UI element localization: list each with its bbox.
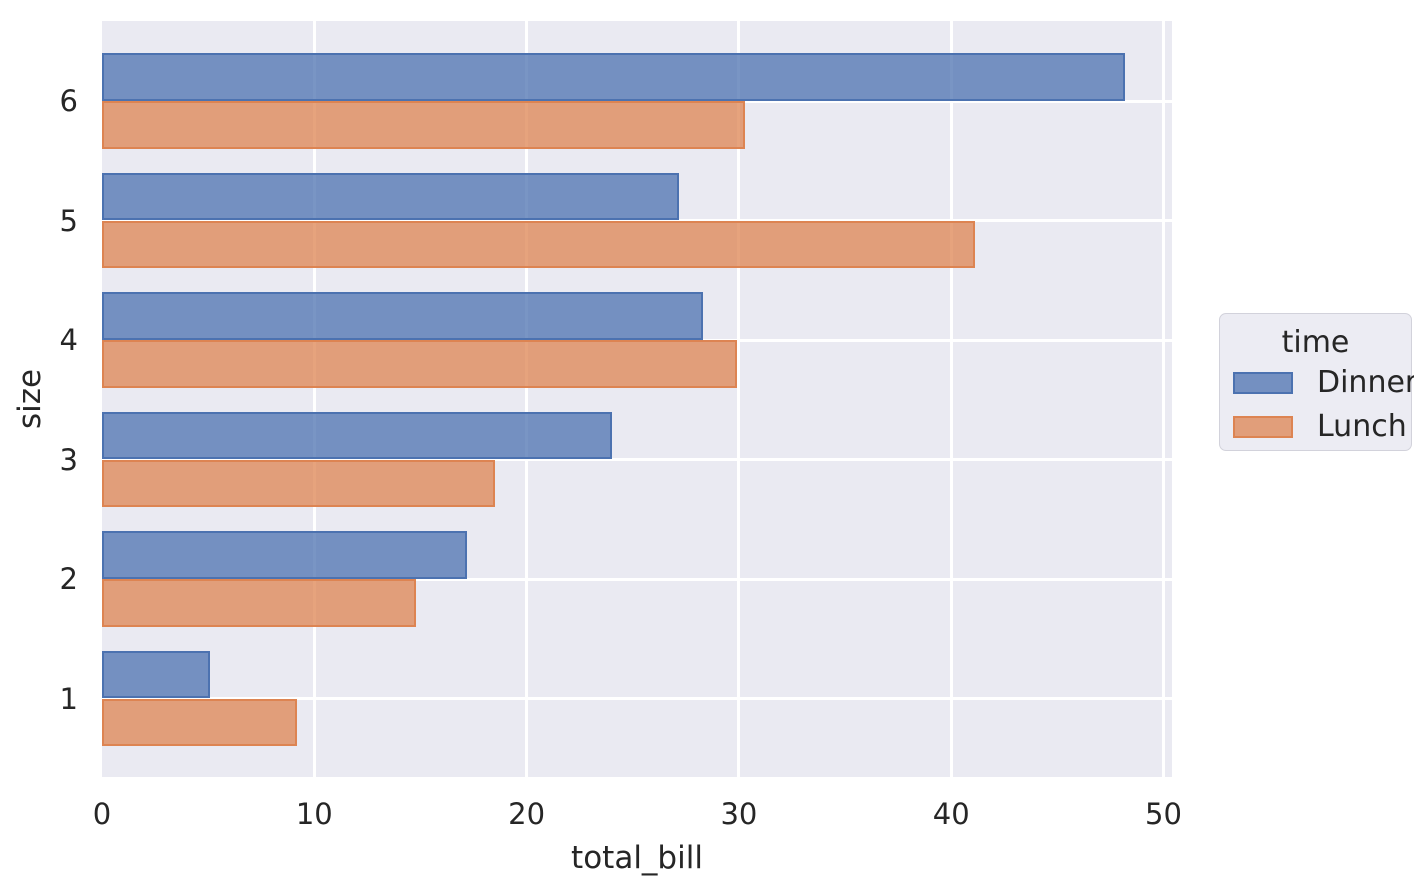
bar-dinner-size-1	[102, 650, 211, 699]
x-tick-label: 30	[720, 797, 758, 831]
x-tick-label: 0	[92, 797, 112, 831]
x-tick-label: 40	[932, 797, 970, 831]
gridline-horizontal	[102, 458, 1172, 461]
gridline-vertical	[737, 21, 741, 777]
x-tick-label: 20	[508, 797, 546, 831]
gridline-vertical	[1162, 21, 1165, 777]
legend-label-lunch: Lunch	[1317, 409, 1407, 444]
bar-lunch-size-5	[102, 220, 975, 269]
bar-dinner-size-6	[102, 53, 1126, 101]
legend-title: time	[1281, 325, 1350, 360]
bar-lunch-size-6	[102, 101, 746, 149]
legend-label-dinner: Dinner	[1317, 365, 1414, 400]
gridline-horizontal	[102, 697, 1172, 700]
bar-lunch-size-3	[102, 459, 495, 508]
x-tick-label: 10	[295, 797, 333, 831]
bar-lunch-size-1	[102, 698, 298, 747]
bar-dinner-size-3	[102, 411, 612, 460]
legend-swatch-dinner	[1233, 372, 1293, 394]
plot-area	[102, 21, 1172, 777]
y-tick-label: 4	[59, 323, 78, 357]
y-tick-label: 6	[59, 84, 78, 118]
x-axis-label: total_bill	[571, 840, 703, 876]
legend: time Dinner Lunch	[1219, 313, 1414, 451]
y-tick-label: 1	[59, 681, 78, 716]
gridline-vertical	[312, 21, 316, 777]
bar-lunch-size-2	[102, 579, 417, 627]
gridline-horizontal	[102, 577, 1172, 581]
bar-lunch-size-4	[102, 340, 737, 388]
y-tick-label: 3	[59, 442, 78, 477]
gridline-vertical	[525, 21, 529, 777]
y-tick-label: 2	[59, 562, 78, 596]
bar-dinner-size-2	[102, 531, 468, 579]
y-axis-label: size	[12, 368, 48, 430]
gridline-vertical	[949, 21, 953, 777]
bar-dinner-size-4	[102, 292, 703, 340]
legend-swatch-lunch	[1233, 416, 1293, 438]
bar-dinner-size-5	[102, 172, 680, 221]
x-tick-label: 50	[1145, 797, 1182, 831]
y-tick-label: 5	[59, 203, 78, 238]
